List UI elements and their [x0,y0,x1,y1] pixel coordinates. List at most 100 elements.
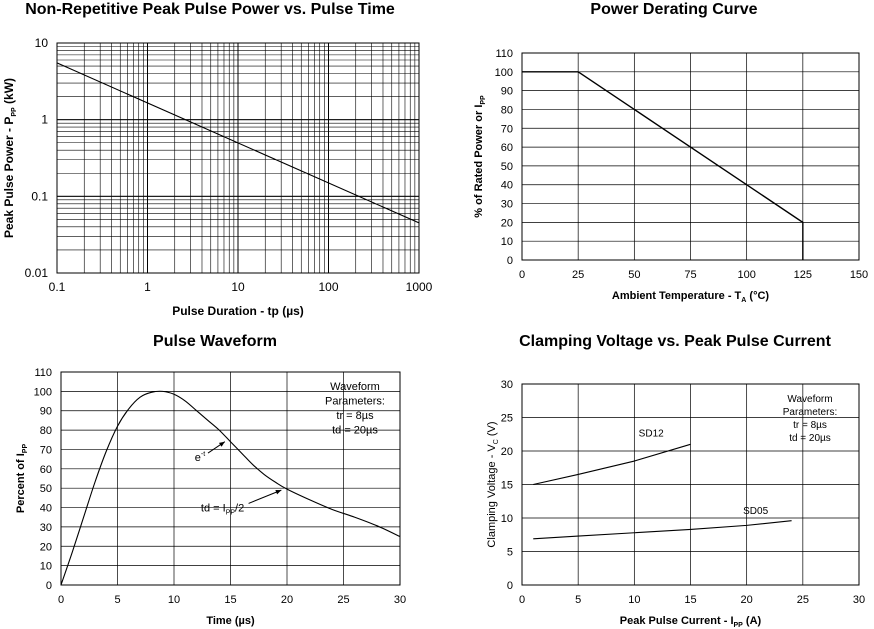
arrowhead [275,490,282,495]
y-tick-label: 110 [495,48,513,60]
chart-svg: 0 5 10 15 20 25 30 0 5 10 15 20 25 30 Peak Pulse Curre… [486,379,865,629]
series-line [522,71,804,260]
y-tick-label: 90 [501,86,513,98]
y-tick-label: 10 [40,561,52,573]
x-tick-label: 25 [337,594,349,606]
series-line [60,390,401,586]
y-axis-label: Peak Pulse Power - PPP (kW) [2,78,18,238]
y-tick-label: 15 [501,480,513,492]
x-tick-label: 20 [741,594,753,606]
x-tick-label: 100 [737,269,755,281]
x-axis-label: Pulse Duration - tp (µs) [172,304,304,318]
y-tick-label: 30 [501,199,513,211]
series-line [56,62,420,224]
chart-pulse-waveform: Pulse Waveform 0 5 10 15 20 25 30 0 10 20 30 40 50 60… [0,320,437,629]
y-tick-label: 20 [501,217,513,229]
y-tick-label: 30 [40,522,52,534]
y-axis-label: Percent of IPP [15,444,29,514]
chart-title: Pulse Waveform [153,333,277,350]
y-tick-label: 1 [41,113,48,127]
y-tick-label: 70 [501,123,513,135]
series-label: SD05 [743,506,768,517]
chart-power-derating: Power Derating Curve 0 25 50 75 100 125 150 0 10… [437,0,874,320]
y-axis-label: Clamping Voltage - VC (V) [486,421,500,547]
x-tick-label: 0 [58,594,64,606]
chart-clamping-voltage: Clamping Voltage vs. Peak Pulse Current … [437,320,874,629]
y-tick-label: 0 [507,580,513,592]
y-tick-label: 20 [40,541,52,553]
y-tick-label: 30 [501,379,513,391]
y-tick-label: 20 [501,446,513,458]
legend-text: Waveform [787,394,832,405]
x-tick-label: 15 [224,594,236,606]
series-label: SD12 [639,428,664,439]
series-line [533,520,792,540]
chart-title: Non-Repetitive Peak Pulse Power vs. Puls… [25,1,395,18]
x-tick-label: 30 [853,594,865,606]
chart-title: Power Derating Curve [590,1,758,18]
y-tick-label: 40 [40,503,52,515]
annotation-label: td = IPP/2 [201,502,244,516]
x-tick-label: 25 [797,594,809,606]
chart-peak-power: Non-Repetitive Peak Pulse Power vs. Puls… [0,0,437,320]
x-tick-label: 125 [794,269,812,281]
annotation-label: e-t [195,451,205,464]
y-tick-label: 0 [507,255,513,267]
y-tick-label: 80 [501,104,513,116]
chart-title: Clamping Voltage vs. Peak Pulse Current [519,333,831,350]
x-tick-label: 1 [144,280,151,294]
y-tick-label: 50 [40,483,52,495]
x-tick-label: 1000 [406,280,433,294]
legend-text: Waveform [330,381,380,393]
y-tick-label: 10 [501,236,513,248]
x-tick-label: 50 [628,269,640,281]
series-line [533,443,691,486]
plot-frame [521,383,860,586]
x-tick-label: 100 [318,280,338,294]
arrowhead [218,441,225,447]
y-tick-label: 70 [40,444,52,456]
y-tick-label: 0.1 [31,189,48,203]
x-axis-label: Peak Pulse Current - IPP (A) [620,615,762,629]
legend-text: td = 20µs [332,425,378,437]
x-axis-label: Ambient Temperature - TA (°C) [612,290,769,304]
chart-svg: 0 5 10 15 20 25 30 0 10 20 30 40 50 60 70 80 90 100 110 Tim… [15,367,406,627]
y-tick-label: 10 [501,513,513,525]
y-tick-label: 100 [34,386,52,398]
y-tick-label: 10 [35,36,49,50]
y-tick-label: 50 [501,161,513,173]
y-axis-label: % of Rated Power or IPP [473,95,487,218]
legend-text: Parameters: [325,396,385,408]
x-tick-label: 10 [628,594,640,606]
y-tick-label: 5 [507,547,513,559]
x-tick-label: 25 [572,269,584,281]
x-tick-label: 150 [850,269,868,281]
y-tick-label: 25 [501,413,513,425]
plot-frame [56,42,420,274]
legend-text: Parameters: [783,407,837,418]
legend-text: tr = 8µs [793,420,827,431]
y-tick-label: 40 [501,180,513,192]
x-axis-label: Time (µs) [206,615,255,627]
x-tick-label: 0 [519,269,525,281]
annotation-arrow [248,489,282,504]
y-tick-label: 90 [40,406,52,418]
x-tick-label: 10 [168,594,180,606]
plot-frame [521,52,860,261]
x-tick-label: 20 [281,594,293,606]
y-tick-label: 100 [495,67,513,79]
y-tick-label: 60 [501,142,513,154]
x-tick-label: 5 [114,594,120,606]
chart-svg: 0 25 50 75 100 125 150 0 10 20 30 40 50 60 70 80 90 100 11… [473,48,868,304]
x-tick-label: 15 [684,594,696,606]
x-tick-label: 75 [684,269,696,281]
x-tick-label: 30 [394,594,406,606]
x-tick-label: 10 [231,280,245,294]
y-tick-label: 60 [40,464,52,476]
y-tick-label: 80 [40,425,52,437]
x-tick-label: 5 [575,594,581,606]
legend-text: tr = 8µs [336,410,374,422]
plot-frame [60,371,401,586]
y-tick-label: 110 [34,367,52,379]
